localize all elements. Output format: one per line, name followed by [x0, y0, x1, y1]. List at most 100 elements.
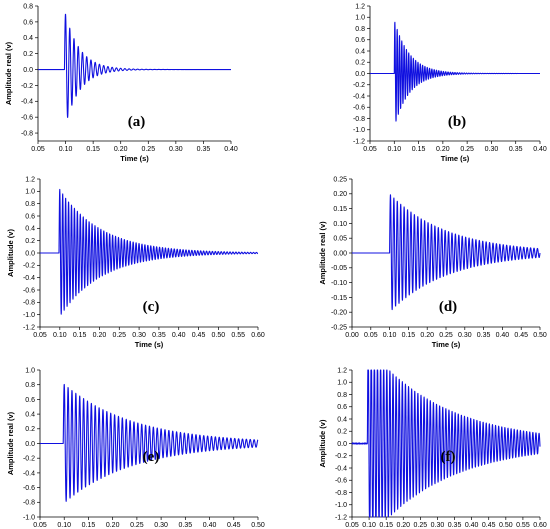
signal-line: [39, 383, 259, 502]
x-tick-label: 0.05: [345, 522, 359, 529]
y-axis-label: Amplitude (v): [318, 419, 327, 467]
y-tick-label: 0.0: [23, 67, 33, 74]
x-tick-label: 0.40: [465, 522, 479, 529]
x-tick-label: 0.45: [482, 522, 496, 529]
y-tick-label: -1.0: [23, 514, 35, 521]
x-axis-label: Time (s): [441, 154, 470, 163]
y-tick-label: 0.8: [23, 3, 33, 10]
y-tick-label: 1.2: [355, 3, 365, 10]
x-tick-label: 0.40: [172, 332, 186, 339]
y-tick-label: -0.4: [23, 470, 35, 477]
chart-panel-e: 0.05 0.10 0.15 0.20 0.25 0.30 0.35 0.40 0.45 0.50…: [6, 367, 265, 529]
y-tick-label: 0.20: [333, 191, 347, 198]
y-tick-label: 1.0: [337, 380, 347, 387]
y-tick-label: -0.6: [23, 287, 35, 294]
y-tick-label: 0.8: [337, 392, 347, 399]
x-tick-label: 0.20: [114, 146, 128, 153]
y-tick-label: 0.0: [355, 71, 365, 78]
y-tick-label: 0.6: [337, 404, 347, 411]
panel-label: (e): [143, 449, 160, 465]
x-tick-label: 0.45: [227, 522, 241, 529]
y-tick-label: 0.2: [337, 429, 347, 436]
x-tick-label: 0.35: [448, 522, 462, 529]
x-tick-label: 0.35: [477, 332, 491, 339]
y-tick-label: -0.05: [331, 265, 347, 272]
y-tick-label: 0.25: [333, 176, 347, 183]
x-axis-label: Time (s): [432, 340, 461, 349]
x-tick-label: 0.40: [224, 146, 238, 153]
x-tick-label: 0.45: [514, 332, 528, 339]
x-tick-label: 0.35: [179, 522, 193, 529]
y-tick-label: 0.4: [337, 416, 347, 423]
x-tick-label: 0.25: [141, 146, 155, 153]
y-tick-label: -0.2: [335, 453, 347, 460]
y-tick-label: -1.2: [353, 138, 365, 145]
x-tick-label: 0.10: [59, 146, 73, 153]
x-tick-label: 0.30: [132, 332, 146, 339]
y-tick-label: -0.6: [23, 485, 35, 492]
x-tick-label: 0.55: [516, 522, 530, 529]
y-tick-label: -0.25: [331, 324, 347, 331]
y-tick-label: -0.6: [353, 105, 365, 112]
x-tick-label: 0.20: [420, 332, 434, 339]
y-tick-label: 0.2: [23, 51, 33, 58]
y-tick-label: 0.4: [25, 226, 35, 233]
x-tick-label: 0.35: [509, 146, 523, 153]
signal-line: [351, 369, 541, 518]
y-tick-label: -1.0: [23, 312, 35, 319]
y-tick-label: 0.4: [355, 48, 365, 55]
x-tick-label: 0.40: [496, 332, 510, 339]
y-tick-label: -0.10: [331, 280, 347, 287]
y-tick-label: 0.8: [355, 26, 365, 33]
y-tick-label: 0.2: [355, 60, 365, 67]
x-tick-label: 0.25: [439, 332, 453, 339]
x-tick-label: 0.50: [533, 332, 547, 339]
y-tick-label: -0.2: [21, 83, 33, 90]
y-tick-label: 0.00: [333, 250, 347, 257]
x-tick-label: 0.15: [379, 522, 393, 529]
x-tick-label: 0.30: [431, 522, 445, 529]
x-tick-label: 0.15: [412, 146, 426, 153]
panel-label: (b): [448, 114, 466, 130]
chart-panel-f: 0.05 0.10 0.15 0.20 0.25 0.30 0.35 0.40 0.45 0.50…: [318, 367, 547, 529]
x-tick-label: 0.15: [402, 332, 416, 339]
y-tick-label: 0.2: [25, 238, 35, 245]
y-tick-label: -0.2: [23, 263, 35, 270]
y-tick-label: 1.2: [25, 176, 35, 183]
y-tick-label: -0.8: [23, 500, 35, 507]
x-tick-label: 0.10: [383, 332, 397, 339]
y-tick-label: 0.6: [25, 397, 35, 404]
y-tick-label: 1.0: [25, 367, 35, 374]
x-tick-label: 0.25: [130, 522, 144, 529]
x-tick-label: 0.05: [33, 332, 47, 339]
x-axis-label: Time (s): [135, 340, 164, 349]
x-tick-label: 0.10: [387, 146, 401, 153]
x-tick-label: 0.40: [203, 522, 217, 529]
y-tick-label: -0.2: [23, 456, 35, 463]
y-tick-label: -0.8: [21, 130, 33, 137]
x-tick-label: 0.30: [169, 146, 183, 153]
x-tick-label: 0.25: [460, 146, 474, 153]
x-tick-label: 0.20: [436, 146, 450, 153]
x-tick-label: 0.20: [396, 522, 410, 529]
y-tick-label: -0.15: [331, 295, 347, 302]
x-tick-label: 0.50: [251, 522, 265, 529]
y-tick-label: -0.4: [21, 99, 33, 106]
y-tick-label: 0.0: [25, 250, 35, 257]
x-tick-label: 0.30: [458, 332, 472, 339]
signal-line: [369, 21, 541, 122]
y-tick-label: 0.6: [355, 37, 365, 44]
y-tick-label: 0.8: [25, 382, 35, 389]
x-tick-label: 0.35: [152, 332, 166, 339]
y-tick-label: 0.4: [23, 35, 33, 42]
y-tick-label: 1.0: [25, 189, 35, 196]
y-tick-label: -0.20: [331, 310, 347, 317]
panel-label: (f): [441, 449, 456, 465]
y-tick-label: -1.0: [353, 127, 365, 134]
x-tick-label: 0.45: [192, 332, 206, 339]
x-tick-label: 0.05: [364, 332, 378, 339]
y-tick-label: -0.8: [335, 490, 347, 497]
x-tick-label: 0.15: [73, 332, 87, 339]
x-tick-label: 0.05: [363, 146, 377, 153]
y-tick-label: 1.2: [337, 367, 347, 374]
